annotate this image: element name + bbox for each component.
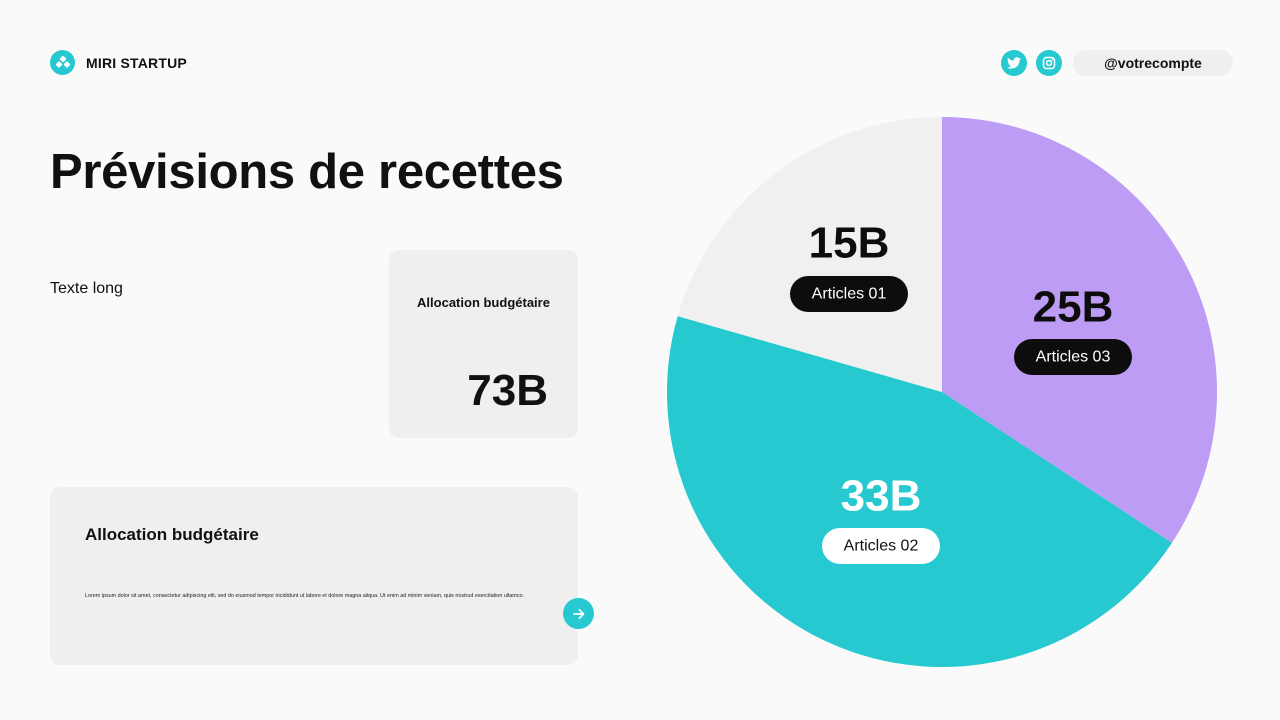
pie-category-label: Articles 03 bbox=[1036, 349, 1111, 366]
pie-value-label: 15B bbox=[809, 219, 890, 268]
pie-category-label: Articles 02 bbox=[844, 538, 919, 555]
budget-card-heading: Allocation budgétaire bbox=[85, 525, 259, 544]
pie-legend-pill bbox=[1014, 339, 1132, 375]
instagram-icon[interactable] bbox=[1036, 50, 1062, 76]
twitter-icon[interactable] bbox=[1001, 50, 1027, 76]
pie-legend-pill bbox=[790, 276, 908, 312]
arrow-right-icon bbox=[572, 608, 584, 619]
logo: MIRI STARTUP bbox=[50, 50, 187, 75]
pie-value-label: 33B bbox=[841, 472, 922, 521]
pie-value-label: 25B bbox=[1033, 283, 1114, 332]
budget-card-body: Lorem ipsum dolor sit amet, consectetur … bbox=[85, 593, 524, 599]
budget-card-wide: Allocation budgétaire Lorem ipsum dolor … bbox=[50, 487, 578, 665]
social-links: @votrecompte bbox=[1001, 50, 1233, 76]
long-text: Texte long bbox=[50, 280, 123, 297]
budget-card-value: 73B bbox=[467, 366, 548, 415]
logo-mark-icon bbox=[50, 50, 75, 75]
pie-slice-articles-03 bbox=[942, 117, 1217, 543]
account-handle[interactable]: @votrecompte bbox=[1073, 50, 1233, 76]
budget-card-label: Allocation budgétaire bbox=[417, 295, 550, 310]
pie-slice-articles-02 bbox=[667, 316, 1172, 667]
pie-legend-pill bbox=[822, 528, 940, 564]
page-title: Prévisions de recettes bbox=[50, 145, 564, 199]
next-arrow-button[interactable] bbox=[563, 598, 594, 629]
pie-category-label: Articles 01 bbox=[812, 286, 887, 303]
brand-name: MIRI STARTUP bbox=[86, 54, 187, 71]
pie-slice-articles-01 bbox=[677, 117, 942, 392]
budget-card-small: Allocation budgétaire 73B bbox=[389, 250, 578, 438]
